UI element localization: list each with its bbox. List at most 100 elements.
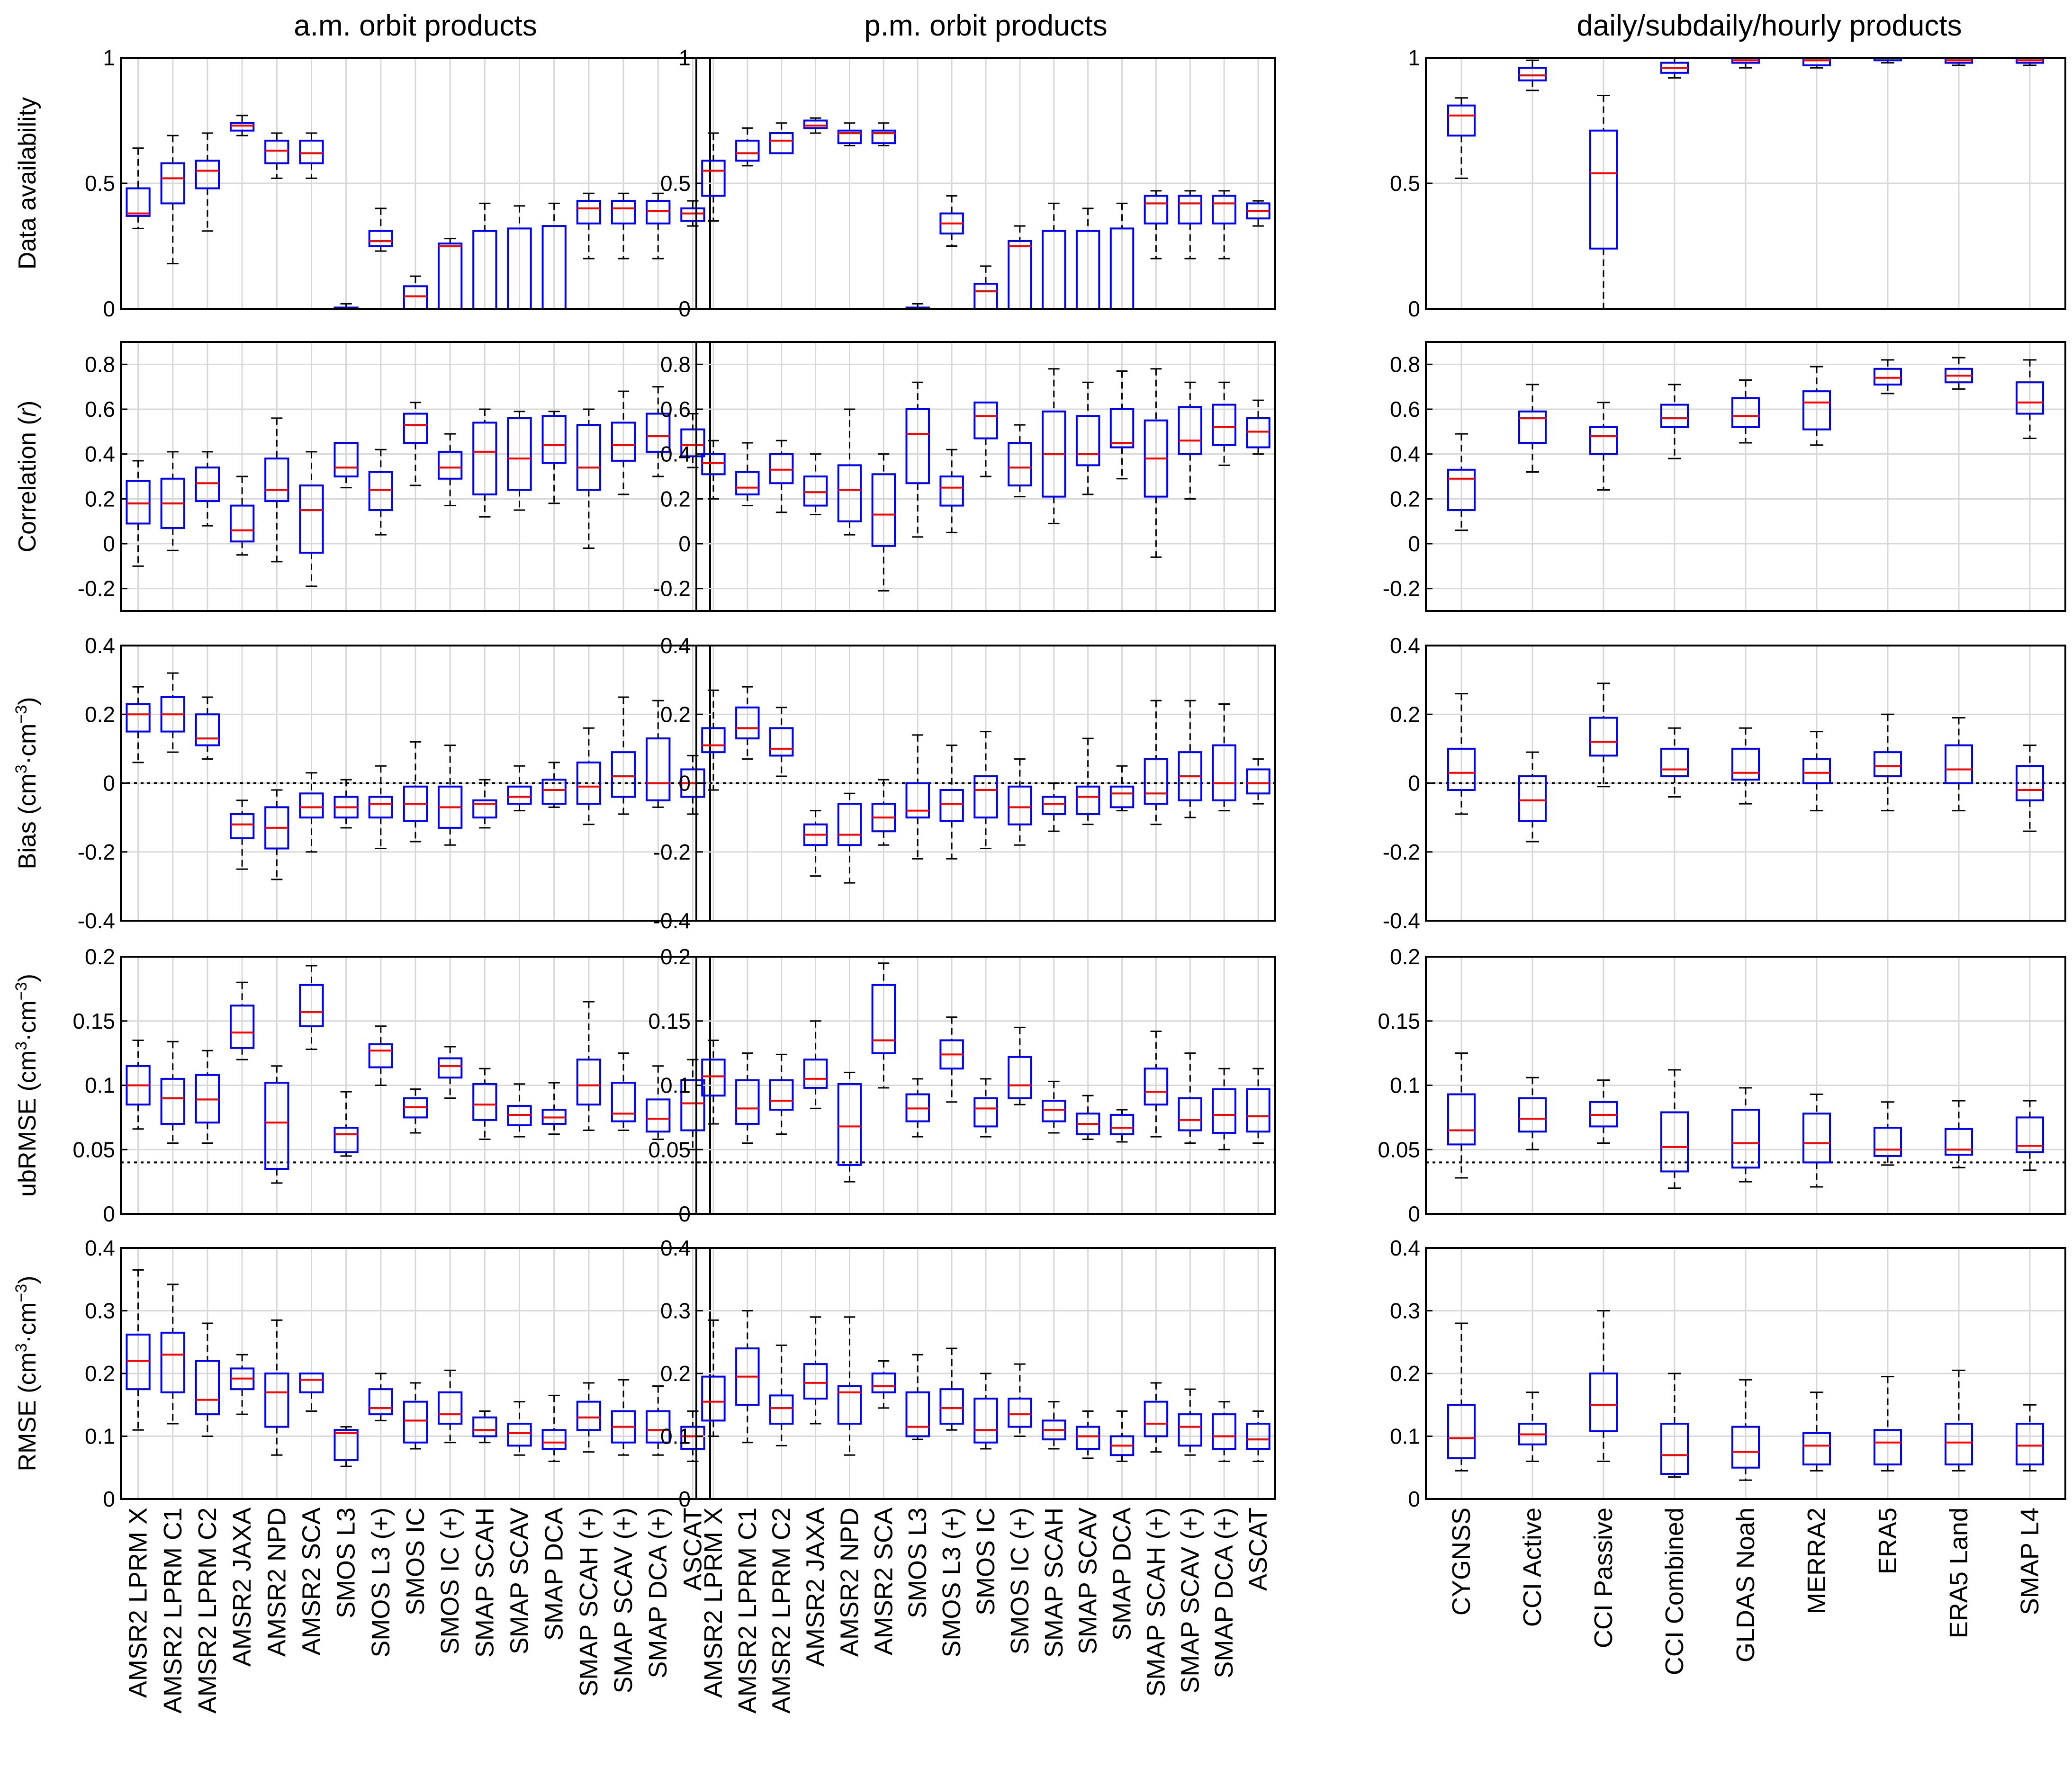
box-iqr [1731, 1109, 1760, 1169]
category-label: AMSR2 LPRM X [124, 1508, 153, 1698]
box-iqr [973, 401, 998, 440]
box-iqr [837, 803, 862, 846]
category-label: SMAP SCAV [1074, 1508, 1102, 1654]
box-iqr [1042, 796, 1066, 815]
category-label: SMAP DCA (+) [644, 1508, 672, 1678]
y-axis-label-part: Bias (cm [14, 773, 41, 869]
box-smap-dca- [1212, 1401, 1236, 1462]
box-era5-land [1945, 1100, 1973, 1168]
box-smap-scav [507, 1401, 532, 1456]
box-iqr [126, 187, 151, 217]
y-tick-label: 0.3 [85, 1299, 115, 1323]
box-cci-active [1518, 384, 1547, 473]
box-smos-ic- [1008, 424, 1032, 498]
box-iqr [264, 1082, 289, 1170]
box-iqr [1518, 67, 1547, 81]
box-smap-scav- [611, 696, 636, 815]
box-smos-l3- [939, 1347, 964, 1431]
box-amsr2-lprm-c1 [160, 672, 185, 753]
column-title-daily: daily/subdaily/hourly products [1577, 9, 1962, 42]
category-label: AMSR2 NPD [835, 1508, 864, 1657]
box-smap-l4 [2016, 1404, 2044, 1472]
category-label: SMAP L4 [2016, 1508, 2044, 1615]
y-axis-label-availability: Data availability [14, 97, 41, 269]
y-tick-label: 0.8 [1390, 352, 1420, 377]
box-amsr2-jaxa [803, 1316, 828, 1425]
box-iqr [264, 1373, 289, 1428]
category-label: SMAP DCA [1108, 1508, 1136, 1641]
y-tick-label: 0 [1408, 1202, 1420, 1226]
axes-frame [695, 645, 1276, 922]
category-label: SMOS IC (+) [436, 1508, 464, 1655]
y-tick-label: 0 [103, 771, 115, 796]
y-tick-label: 0 [1408, 296, 1420, 321]
box-merra2 [1802, 1391, 1831, 1472]
box-iqr [1447, 468, 1476, 511]
box-iqr [1075, 785, 1100, 815]
box-iqr [1144, 1400, 1169, 1437]
box-iqr [507, 785, 532, 805]
box-cci-combined [1660, 727, 1689, 798]
axes-frame [1425, 341, 2066, 612]
box-iqr [646, 737, 671, 801]
box-smap-scah- [576, 1001, 602, 1131]
box-iqr [735, 139, 760, 162]
box-smap-dca [1109, 765, 1135, 812]
box-smos-l3- [939, 195, 964, 247]
category-label: SMOS IC (+) [1006, 1508, 1034, 1655]
panel-rmse-pm: 0 0.1 0.2 0.3 0.4 [660, 1236, 1276, 1511]
box-amsr2-lprm-c2 [769, 122, 794, 154]
box-iqr [1008, 785, 1032, 826]
y-tick-label: 0.4 [85, 442, 115, 467]
box-smos-l3 [333, 442, 359, 489]
box-cygnss [1447, 433, 1476, 531]
y-axis-label-part: 3 [12, 1343, 30, 1352]
box-iqr [646, 200, 671, 224]
box-smos-l3- [368, 207, 393, 252]
box-smos-ic [403, 1088, 428, 1134]
box-cci-passive [1589, 1079, 1618, 1144]
box-amsr2-lprm-c1 [160, 451, 185, 551]
box-iqr [680, 428, 705, 458]
box-iqr [680, 207, 705, 222]
axes-frame [120, 341, 711, 612]
box-amsr2-npd [837, 408, 862, 536]
box-iqr [333, 1429, 359, 1461]
box-smap-l4 [2016, 57, 2044, 66]
y-tick-label: 0.3 [660, 1299, 691, 1323]
y-tick-label: 0.2 [1390, 1361, 1420, 1386]
box-iqr [160, 1331, 185, 1393]
y-tick-label: 0.4 [1390, 1236, 1420, 1260]
box-amsr2-lprm-c2 [769, 707, 794, 777]
box-iqr [160, 162, 185, 205]
box-iqr [1447, 1093, 1476, 1146]
box-iqr [1518, 775, 1547, 822]
box-iqr [2016, 1423, 2044, 1466]
box-amsr2-sca [299, 451, 324, 587]
box-iqr [229, 1005, 255, 1049]
category-label: SMAP SCAV (+) [1176, 1508, 1204, 1694]
box-amsr2-jaxa [803, 810, 828, 877]
box-amsr2-sca [871, 962, 896, 1089]
y-axis-label-part: ·cm [14, 1302, 41, 1344]
box-iqr [368, 1043, 393, 1068]
box-smos-l3 [905, 734, 930, 860]
box-smap-scah [472, 779, 497, 829]
y-tick-label: 0.1 [85, 1073, 115, 1098]
box-smap-scah- [1144, 1030, 1169, 1138]
box-smap-scav [1075, 381, 1100, 495]
category-label: MERRA2 [1802, 1508, 1831, 1614]
box-smos-ic- [1008, 1026, 1032, 1105]
box-amsr2-sca [871, 779, 896, 846]
box-amsr2-npd [837, 122, 862, 146]
box-smos-l3- [939, 1016, 964, 1103]
panel-correlation-pm: -0.2 0 0.2 0.4 0.6 0.8 [653, 341, 1276, 612]
box-iqr [1802, 390, 1831, 431]
category-label: SMAP SCAH [1040, 1508, 1068, 1658]
box-smos-l3- [368, 1025, 393, 1086]
y-tick-label: 0.2 [660, 486, 691, 511]
y-tick-label: 0.4 [660, 633, 691, 658]
box-iqr [368, 1388, 393, 1416]
box-smap-dca- [646, 1065, 671, 1140]
